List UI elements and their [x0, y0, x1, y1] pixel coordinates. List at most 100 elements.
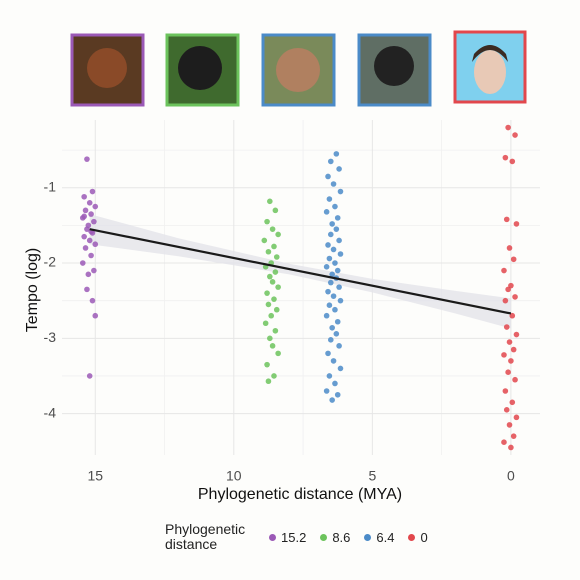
legend-swatch — [320, 533, 328, 541]
point — [265, 378, 272, 385]
point — [84, 226, 90, 232]
point — [272, 269, 279, 275]
point — [92, 241, 99, 248]
point — [86, 200, 93, 206]
point — [271, 296, 277, 302]
chart: Phylogenetic distance (MYA) Tempo (log) … — [24, 30, 540, 503]
point — [506, 422, 513, 428]
point — [510, 256, 517, 263]
photo-orangutan — [70, 33, 145, 107]
point — [267, 273, 273, 280]
legend: Phylogenetic distance 15.2 8.6 6.4 0 — [165, 522, 428, 552]
legend-label: 0 — [420, 529, 428, 545]
legend-item: 8.6 — [320, 530, 350, 545]
x-tick-label: 5 — [368, 468, 376, 484]
point — [334, 267, 341, 274]
point — [264, 290, 270, 296]
point — [264, 361, 270, 368]
x-tick-label: 0 — [507, 468, 515, 484]
point — [334, 215, 341, 221]
point — [501, 352, 507, 358]
point — [81, 213, 87, 220]
legend-item: 0 — [408, 529, 428, 545]
legend-label: 15.2 — [281, 529, 307, 545]
point — [513, 221, 520, 227]
point — [325, 173, 331, 180]
point — [329, 324, 335, 331]
photo-bonobo — [357, 33, 432, 107]
point — [333, 330, 340, 337]
point — [512, 376, 518, 383]
point — [88, 211, 94, 217]
point — [513, 331, 520, 338]
y-tick-label: -4 — [44, 404, 57, 420]
y-tick-label: -2 — [44, 254, 57, 270]
point — [503, 407, 510, 413]
point — [332, 260, 338, 266]
point — [272, 207, 279, 214]
point — [510, 433, 517, 439]
y-tick-label: -3 — [44, 329, 57, 345]
point — [330, 246, 337, 253]
point — [327, 279, 334, 286]
point — [330, 181, 337, 187]
point — [323, 312, 330, 319]
point — [503, 324, 510, 330]
x-tick-label: 15 — [87, 468, 103, 484]
point — [329, 397, 335, 403]
x-axis-title: Phylogenetic distance (MYA) — [198, 486, 402, 503]
point — [508, 358, 514, 364]
legend-label: 6.4 — [376, 529, 395, 545]
point — [267, 198, 273, 205]
point — [273, 254, 280, 260]
legend-swatch — [364, 533, 372, 541]
point — [336, 166, 342, 172]
legend-label: 8.6 — [332, 529, 351, 545]
point — [502, 388, 509, 394]
point — [508, 444, 514, 451]
point — [84, 286, 90, 293]
photo-chimpanzee — [261, 33, 336, 107]
point — [269, 343, 276, 349]
point — [337, 365, 344, 372]
point — [330, 293, 337, 299]
point — [79, 260, 86, 266]
point — [271, 373, 277, 379]
point — [509, 399, 516, 406]
point — [82, 245, 89, 251]
point — [333, 226, 340, 232]
point — [333, 151, 340, 157]
point — [327, 231, 334, 238]
legend-title: Phylogenetic distance — [165, 521, 246, 552]
point — [86, 373, 93, 379]
point — [336, 284, 342, 290]
point — [332, 306, 338, 313]
point — [81, 233, 87, 240]
point — [262, 320, 269, 327]
point — [271, 243, 277, 250]
point — [92, 203, 99, 210]
point — [506, 245, 513, 251]
point — [89, 297, 96, 304]
point — [82, 207, 89, 214]
point — [325, 288, 331, 295]
point — [329, 221, 335, 227]
point — [81, 193, 87, 200]
point — [501, 267, 507, 274]
point — [265, 248, 272, 255]
point — [88, 252, 94, 259]
point — [327, 158, 334, 165]
point — [275, 284, 281, 290]
point — [323, 388, 330, 394]
point — [505, 369, 511, 375]
point — [513, 414, 520, 421]
point — [323, 209, 330, 215]
point — [86, 237, 93, 244]
legend-item: 15.2 — [269, 530, 306, 545]
legend-swatch — [269, 533, 276, 541]
point — [334, 318, 341, 325]
grid — [62, 120, 540, 455]
point — [510, 346, 517, 353]
point — [265, 301, 272, 308]
